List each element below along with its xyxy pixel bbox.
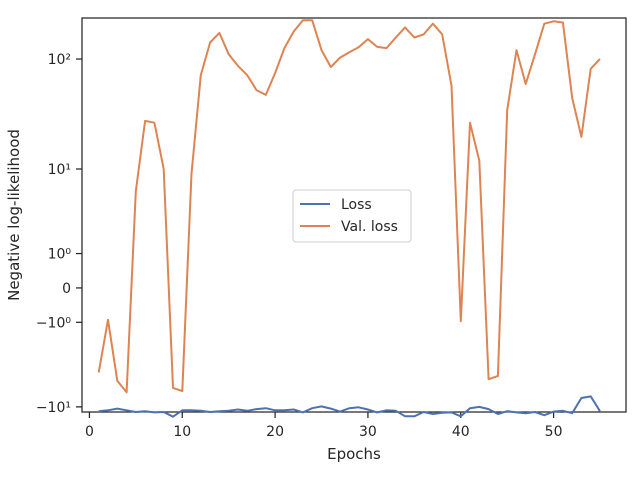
legend: Loss Val. loss [292,189,412,243]
x-tick-label: 30 [359,424,377,440]
y-axis: −10¹ −10⁰ 0 10⁰ 10¹ 10² [36,52,82,416]
x-axis-label: Epochs [327,445,381,463]
y-tick-label: 10¹ [48,162,71,178]
x-axis: 0 10 20 30 40 50 [85,412,563,440]
y-tick-label: 0 [62,281,71,297]
y-tick-label: −10¹ [36,400,71,416]
x-tick-label: 50 [545,424,563,440]
x-tick-label: 20 [266,424,284,440]
x-tick-label: 40 [452,424,470,440]
series-lines [97,19,601,418]
y-tick-label: 10⁰ [48,247,72,263]
legend-label-loss: Loss [341,197,372,213]
y-tick-label: 10² [48,52,71,68]
series-line-loss [98,395,601,418]
x-tick-label: 10 [173,424,191,440]
series-line-val-loss [97,19,601,394]
y-axis-label: Negative log-likelihood [5,129,23,301]
y-tick-label: −10⁰ [36,315,72,331]
legend-label-val-loss: Val. loss [341,219,398,235]
x-tick-label: 0 [85,424,94,440]
